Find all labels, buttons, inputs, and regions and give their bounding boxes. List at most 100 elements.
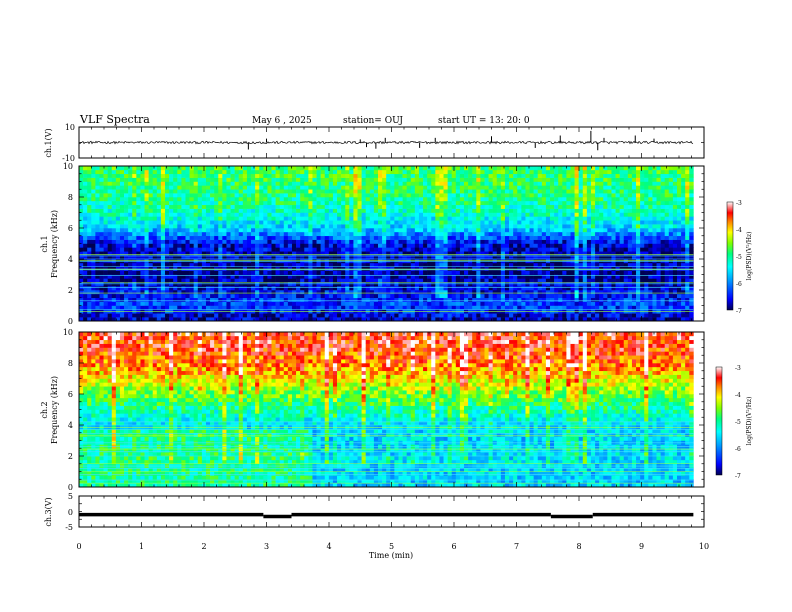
ch1-spectrogram-cell-1981 bbox=[279, 235, 285, 240]
ch1-spectrogram-cell-2595 bbox=[341, 181, 346, 186]
ch1-spectrogram-cell-4944 bbox=[582, 224, 588, 229]
ch1-spectrogram-cell-258 bbox=[103, 247, 108, 252]
ch1-spectrogram-cell-1334 bbox=[214, 262, 219, 268]
ch1-spectrogram-cell-1076 bbox=[185, 177, 190, 182]
ch1-spectrogram-cell-1914 bbox=[271, 185, 276, 190]
ch1-spectrogram-cell-4660 bbox=[554, 239, 559, 244]
ch1-spectrogram-cell-3541 bbox=[439, 235, 444, 240]
ch1-spectrogram-cell-3551 bbox=[439, 197, 444, 202]
ch1-spectrogram-cell-860 bbox=[165, 239, 170, 244]
ch1-spectrogram-cell-4569 bbox=[545, 282, 551, 287]
ch1-spectrogram-cell-1698 bbox=[251, 247, 256, 252]
ch1-spectrogram-cell-3475 bbox=[431, 181, 436, 186]
ch1-spectrogram-cell-4512 bbox=[537, 193, 543, 198]
ch1-spectrogram-cell-881 bbox=[169, 313, 174, 318]
ch1-spectrogram-cell-2132 bbox=[296, 270, 301, 275]
ch1-spectrogram-cell-2466 bbox=[328, 216, 334, 221]
ch1-spectrogram-cell-3283 bbox=[414, 305, 420, 310]
ch1-spectrogram-cell-381 bbox=[115, 235, 121, 240]
ch1-spectrogram-cell-184 bbox=[95, 224, 100, 229]
ch1-spectrogram-cell-3764 bbox=[464, 301, 469, 306]
ch1-spectrogram-cell-3290 bbox=[414, 278, 420, 283]
ch1-spectrogram-cell-4750 bbox=[562, 200, 567, 206]
ch1-spectrogram-cell-532 bbox=[132, 270, 137, 275]
ch1-spectrogram-cell-3116 bbox=[394, 177, 399, 182]
ch1-spectrogram-cell-2256 bbox=[308, 255, 313, 260]
ch1-spectrogram-cell-3545 bbox=[439, 220, 444, 225]
ch1-spectrogram-cell-1266 bbox=[205, 216, 211, 221]
ch1-spectrogram-cell-884 bbox=[169, 301, 174, 306]
ch1-spectrogram-cell-4719 bbox=[558, 166, 563, 171]
ch1-spectrogram-cell-284 bbox=[107, 301, 113, 306]
ch1-spectrogram-cell-2670 bbox=[349, 200, 354, 206]
ch1-spectrogram-cell-4604 bbox=[550, 301, 555, 306]
ch1-spectrogram-cell-459 bbox=[124, 243, 129, 248]
ch1-spectrogram-cell-3944 bbox=[480, 224, 485, 229]
ch1-spectrogram-cell-57 bbox=[83, 251, 88, 256]
ch1-spectrogram-cell-1839 bbox=[263, 166, 268, 171]
ch1-spectrogram-cell-2887 bbox=[373, 290, 379, 295]
ch1-spectrogram-cell-3478 bbox=[431, 169, 436, 175]
ch1-spectrogram-cell-2221 bbox=[304, 235, 309, 240]
ch1-spectrogram-cell-1171 bbox=[197, 274, 203, 279]
ch1-spectrogram-cell-3446 bbox=[431, 293, 436, 299]
ch1-spectrogram-cell-4769 bbox=[566, 282, 571, 287]
ch1-spectrogram-cell-3699 bbox=[455, 243, 461, 248]
ch1-spectrogram-cell-3471 bbox=[431, 197, 436, 202]
ch1-spectrogram-cell-400 bbox=[119, 317, 125, 322]
ch1-spectrogram-cell-1748 bbox=[255, 208, 260, 213]
ch1-spectrogram-cell-3927 bbox=[480, 290, 485, 295]
ch1-spectrogram-cell-1964 bbox=[279, 301, 285, 306]
ch1-spectrogram-cell-1958 bbox=[275, 169, 280, 175]
ch1-spectrogram-cell-510 bbox=[128, 200, 133, 206]
ch1-spectrogram-cell-1051 bbox=[185, 274, 190, 279]
ch1-spectrogram-cell-1881 bbox=[271, 313, 276, 318]
ch1-spectrogram-cell-915 bbox=[169, 181, 174, 186]
ch1-spectrogram-cell-166 bbox=[95, 293, 100, 299]
ch1-spectrogram-cell-951 bbox=[173, 197, 178, 202]
ch1-spectrogram-cell-2254 bbox=[308, 262, 313, 268]
ch1-spectrogram-cell-319 bbox=[107, 166, 113, 171]
ch1-spectrogram-cell-3660 bbox=[451, 239, 457, 244]
ch1-spectrogram-cell-1025 bbox=[181, 220, 186, 225]
ch1-spectrogram-cell-4880 bbox=[578, 317, 584, 322]
ch1-spectrogram-cell-467 bbox=[124, 212, 129, 217]
ch1-spectrogram-cell-1184 bbox=[197, 224, 203, 229]
ch1-spectrogram-cell-70 bbox=[83, 200, 88, 206]
ch1-spectrogram-cell-3606 bbox=[447, 293, 453, 299]
ch1-spectrogram-cell-1911 bbox=[271, 197, 276, 202]
ch1-spectrogram-cell-4612 bbox=[550, 270, 555, 275]
ch1-spectrogram-cell-1824 bbox=[263, 224, 268, 229]
ch1-spectrogram-cell-2459 bbox=[328, 243, 334, 248]
ch1-spectrogram-cell-1572 bbox=[238, 270, 244, 275]
ch1-spectrogram-cell-2961 bbox=[382, 313, 387, 318]
ch1-spectrogram-cell-3451 bbox=[431, 274, 436, 279]
ch1-spectrogram-cell-1718 bbox=[251, 169, 256, 175]
ch1-spectrogram-cell-1581 bbox=[238, 235, 244, 240]
ch1-spectrogram-cell-941 bbox=[173, 235, 178, 240]
ch1-spectrogram-cell-4506 bbox=[537, 216, 543, 221]
ch1-spectrogram-cell-2114 bbox=[291, 185, 297, 190]
ch1-spectrogram-cell-3817 bbox=[468, 251, 473, 256]
ch1-spectrogram-cell-1309 bbox=[210, 204, 215, 209]
ch1-spectrogram-cell-4011 bbox=[488, 274, 493, 279]
ch1-spectrogram-cell-2847 bbox=[369, 290, 375, 295]
ch1-spectrogram-cell-4726 bbox=[562, 293, 567, 299]
ch1-spectrogram-cell-1319 bbox=[210, 166, 215, 171]
ch1-spectrogram-cell-1865 bbox=[267, 220, 272, 225]
ch1-spectrogram-cell-3969 bbox=[484, 282, 489, 287]
ch1-spectrogram-cell-1634 bbox=[242, 185, 248, 190]
ch1-spectrogram-cell-1148 bbox=[193, 208, 199, 213]
ch1-spectrogram-cell-1555 bbox=[234, 181, 240, 186]
ch1-spectrogram-cell-250 bbox=[103, 278, 108, 283]
ch1-spectrogram-cell-981 bbox=[177, 235, 182, 240]
ch1-spectrogram-cell-4023 bbox=[488, 228, 493, 233]
ch1-spectrogram-cell-4532 bbox=[541, 270, 547, 275]
ch1-spectrogram-cell-2439 bbox=[324, 166, 330, 171]
ch1-spectrogram-cell-4937 bbox=[582, 251, 588, 256]
ch1-spectrogram-cell-3035 bbox=[386, 181, 391, 186]
ch1-spectrogram-cell-2252 bbox=[308, 270, 313, 275]
ch1-spectrogram-cell-1245 bbox=[205, 297, 211, 302]
ch1-spectrogram-cell-3058 bbox=[390, 247, 395, 252]
ch1-spectrogram-cell-1447 bbox=[226, 290, 231, 295]
